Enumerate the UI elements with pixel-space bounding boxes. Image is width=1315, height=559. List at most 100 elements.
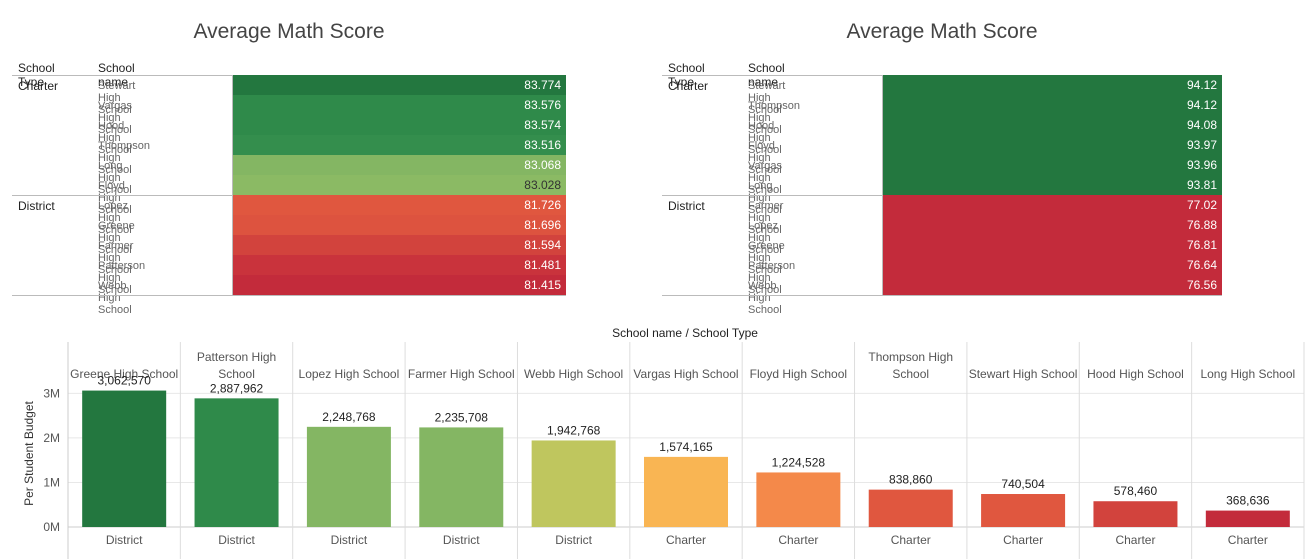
column-header-school-type: School Type <box>668 61 705 89</box>
score-cell: 94.12 <box>883 75 1222 95</box>
school-name-label: Stewart High School <box>748 80 786 116</box>
table-title: Average Math Score <box>193 20 385 43</box>
score-cell: 81.696 <box>233 215 566 235</box>
score-cell: 94.12 <box>883 95 1222 115</box>
school-name-header: Floyd High School <box>750 367 847 381</box>
school-type-label: Charter <box>1228 533 1268 547</box>
bar <box>194 398 279 527</box>
school-type-label: District <box>18 199 55 213</box>
school-name-label: Lopez High School <box>98 200 132 236</box>
school-name-header: Webb High School <box>524 367 623 381</box>
school-name-label: Patterson High School <box>748 260 796 296</box>
school-name-header: Patterson High School <box>197 350 276 381</box>
school-name-label: Patterson High School <box>98 260 146 296</box>
score-cell: 93.97 <box>883 135 1222 155</box>
bar <box>644 456 728 527</box>
score-cell: 81.594 <box>233 235 566 255</box>
bar-value-label: 3,062,570 <box>97 374 151 388</box>
column-header-school-name: School name <box>98 61 135 89</box>
bar <box>868 489 953 527</box>
bar-value-label: 2,887,962 <box>210 381 264 395</box>
bar <box>306 426 391 527</box>
score-cell: 94.08 <box>883 115 1222 135</box>
school-name-label: Thompson High School <box>98 140 150 176</box>
school-name-header: Greene High School <box>70 367 178 381</box>
school-name-header: Hood High School <box>1087 367 1184 381</box>
school-type-label: Charter <box>778 533 818 547</box>
bar-value-label: 578,460 <box>1114 484 1158 498</box>
group-separator <box>662 295 1222 296</box>
school-type-label: Charter <box>18 79 59 93</box>
school-type-label: District <box>106 533 143 547</box>
school-name-header: Long High School <box>1200 367 1295 381</box>
school-name-label: Long High School <box>748 180 782 216</box>
school-type-label: District <box>668 199 705 213</box>
bar <box>531 440 616 527</box>
school-type-label: Charter <box>668 79 709 93</box>
school-name-label: Vargas High School <box>98 100 133 136</box>
school-type-label: District <box>443 533 480 547</box>
school-name-label: Floyd High School <box>748 140 782 176</box>
score-cell: 83.516 <box>233 135 566 155</box>
y-tick-label: 2M <box>43 431 60 445</box>
school-type-label: District <box>555 533 592 547</box>
bar <box>82 390 167 527</box>
school-type-label: Charter <box>666 533 706 547</box>
score-cell: 83.576 <box>233 95 566 115</box>
school-name-header: Stewart High School <box>969 367 1078 381</box>
y-tick-label: 0M <box>43 520 60 534</box>
score-cell: 83.028 <box>233 175 566 195</box>
table-title: Average Math Score <box>846 20 1038 43</box>
score-cell: 76.64 <box>883 255 1222 275</box>
school-name-label: Hood High School <box>748 120 782 156</box>
school-name-label: Farmer High School <box>98 240 134 276</box>
school-name-label: Greene High School <box>98 220 135 256</box>
school-name-label: Stewart High School <box>98 80 136 116</box>
column-header-school-name: School name <box>748 61 785 89</box>
bar <box>756 472 841 527</box>
score-cell: 76.81 <box>883 235 1222 255</box>
school-type-label: Charter <box>891 533 931 547</box>
school-name-header: Lopez High School <box>299 367 400 381</box>
score-cell: 77.02 <box>883 195 1222 215</box>
bar-value-label: 368,636 <box>1226 494 1270 508</box>
score-cell: 81.726 <box>233 195 566 215</box>
bar <box>1093 501 1178 527</box>
score-cell: 76.56 <box>883 275 1222 295</box>
bar-value-label: 2,248,768 <box>322 410 376 424</box>
score-cell: 81.415 <box>233 275 566 295</box>
bar-value-label: 740,504 <box>1001 477 1045 491</box>
bar <box>981 494 1066 527</box>
bar-value-label: 1,942,768 <box>547 423 601 437</box>
y-axis-label: Per Student Budget <box>22 400 36 505</box>
score-cell: 81.481 <box>233 255 566 275</box>
chart-header: School name / School Type <box>612 326 758 340</box>
school-type-label: Charter <box>1115 533 1155 547</box>
score-cell: 93.96 <box>883 155 1222 175</box>
score-cell: 76.88 <box>883 215 1222 235</box>
score-cell: 93.81 <box>883 175 1222 195</box>
bar-value-label: 1,574,165 <box>659 440 713 454</box>
school-name-label: Thompson High School <box>748 100 800 136</box>
school-name-label: Webb High School <box>98 280 132 316</box>
school-name-header: Vargas High School <box>633 367 738 381</box>
score-cell: 83.774 <box>233 75 566 95</box>
group-separator <box>12 295 566 296</box>
column-divider <box>232 75 233 295</box>
school-type-label: Charter <box>1003 533 1043 547</box>
bar-value-label: 2,235,708 <box>435 410 489 424</box>
school-name-label: Lopez High School <box>748 220 782 256</box>
bar <box>419 427 504 527</box>
school-name-label: Vargas High School <box>748 160 783 196</box>
school-name-header: Thompson High School <box>868 350 953 381</box>
column-divider <box>882 75 883 295</box>
school-name-header: Farmer High School <box>408 367 515 381</box>
school-name-label: Greene High School <box>748 240 785 276</box>
school-name-label: Farmer High School <box>748 200 784 236</box>
y-tick-label: 1M <box>43 475 60 489</box>
bar-value-label: 1,224,528 <box>772 455 826 469</box>
school-name-label: Webb High School <box>748 280 782 316</box>
bar <box>1205 510 1290 527</box>
score-cell: 83.574 <box>233 115 566 135</box>
score-cell: 83.068 <box>233 155 566 175</box>
